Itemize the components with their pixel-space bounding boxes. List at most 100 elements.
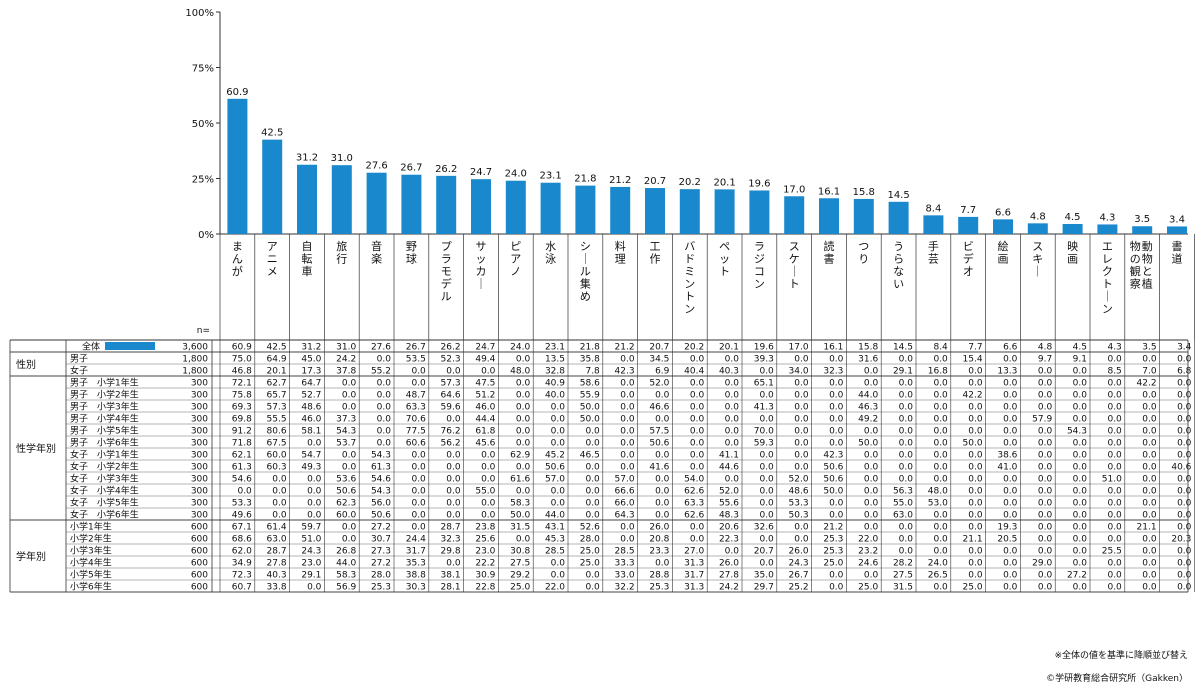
table-cell: 0.0	[1142, 487, 1157, 497]
table-cell: 0.0	[690, 427, 705, 437]
bar	[401, 174, 422, 234]
bar	[853, 198, 874, 234]
table-cell: 0.0	[1073, 559, 1088, 569]
category-label: 自転車	[302, 240, 313, 278]
table-cell: 40.9	[545, 379, 565, 389]
table-cell: 14.5	[893, 343, 913, 353]
table-cell: 0.0	[690, 391, 705, 401]
table-cell: 8.4	[933, 343, 948, 353]
bar	[1167, 226, 1187, 234]
table-cell: 53.6	[336, 475, 356, 485]
table-cell: 0.0	[864, 571, 879, 581]
table-cell: 0.0	[690, 439, 705, 449]
table-cell: 0.0	[759, 451, 774, 461]
table-cell: 0.0	[864, 379, 879, 389]
table-cell: 0.0	[1038, 475, 1053, 485]
table-cell: 0.0	[1107, 523, 1122, 533]
table-cell: 41.3	[754, 403, 774, 413]
table-cell: 0.0	[1003, 487, 1018, 497]
table-cell: 71.8	[232, 439, 252, 449]
table-cell: 41.1	[719, 451, 739, 461]
table-cell: 0.0	[655, 499, 670, 509]
table-cell: 20.5	[997, 535, 1017, 545]
table-cell: 50.3	[789, 511, 809, 521]
table-cell: 4.5	[1073, 343, 1087, 353]
table-cell: 0.0	[933, 415, 948, 425]
table-cell: 67.1	[232, 523, 252, 533]
table-cell: 0.0	[620, 379, 635, 389]
table-cell: 0.0	[551, 559, 566, 569]
table-cell: 28.7	[441, 523, 461, 533]
table-cell: 26.0	[789, 547, 809, 557]
table-cell: 31.3	[684, 559, 704, 569]
table-cell: 45.3	[545, 535, 565, 545]
table-cell: 20.1	[267, 367, 287, 377]
table-cell: 0.0	[481, 451, 496, 461]
table-cell: 66.0	[615, 499, 635, 509]
table-cell: 0.0	[933, 391, 948, 401]
table-cell: 0.0	[1107, 415, 1122, 425]
table-cell: 50.6	[371, 511, 391, 521]
bar	[297, 164, 317, 234]
table-cell: 34.0	[789, 367, 809, 377]
row-label: 女子 小学5年生	[70, 497, 139, 509]
bar	[749, 190, 770, 234]
table-cell: 75.8	[232, 391, 252, 401]
table-cell: 0.0	[1107, 571, 1122, 581]
row-label: 男子 小学4年生	[70, 413, 139, 425]
row-label: 全体	[82, 341, 100, 353]
table-cell: 0.0	[551, 571, 566, 581]
table-cell: 0.0	[1038, 571, 1053, 581]
table-cell: 37.8	[336, 367, 356, 377]
table-cell: 0.0	[1038, 523, 1053, 533]
table-cell: 44.0	[858, 391, 878, 401]
table-cell: 0.0	[725, 439, 740, 449]
table-cell: 0.0	[1073, 403, 1088, 413]
table-cell: 0.0	[690, 379, 705, 389]
bar	[227, 98, 248, 234]
table-cell: 29.1	[893, 367, 913, 377]
table-cell: 31.5	[510, 523, 530, 533]
table-cell: 0.0	[899, 535, 914, 545]
table-cell: 53.3	[232, 499, 252, 509]
table-cell: 0.0	[1073, 535, 1088, 545]
table-cell: 57.3	[441, 379, 461, 389]
table-cell: 0.0	[968, 403, 983, 413]
row-label: 女子 小学4年生	[70, 485, 139, 497]
category-label: アニメ	[267, 240, 278, 278]
bar	[505, 180, 526, 234]
row-n: 300	[191, 463, 208, 473]
row-label: 男子 小学2年生	[70, 389, 139, 401]
table-cell: 33.0	[615, 571, 635, 581]
category-label: スケ｜ト	[789, 240, 800, 291]
table-cell: 24.7	[475, 343, 495, 353]
table-cell: 0.0	[655, 559, 670, 569]
table-cell: 46.5	[580, 451, 600, 461]
table-cell: 0.0	[481, 367, 496, 377]
table-cell: 51.2	[475, 391, 495, 401]
table-cell: 0.0	[1038, 535, 1053, 545]
table-cell: 0.0	[585, 511, 600, 521]
table-cell: 3.4	[1177, 343, 1192, 353]
row-label: 小学5年生	[70, 569, 112, 581]
table-cell: 0.0	[446, 487, 461, 497]
table-cell: 0.0	[1038, 439, 1053, 449]
table-cell: 0.0	[377, 391, 392, 401]
table-cell: 42.3	[615, 367, 635, 377]
table-cell: 0.0	[655, 391, 670, 401]
table-cell: 54.7	[301, 451, 321, 461]
table-cell: 20.7	[754, 547, 774, 557]
table-cell: 23.1	[545, 343, 565, 353]
table-cell: 60.9	[232, 343, 252, 353]
table-cell: 61.4	[267, 523, 287, 533]
table-cell: 0.0	[307, 487, 322, 497]
table-cell: 31.3	[684, 583, 704, 593]
footnote: ※全体の値を基準に降順並び替え	[1054, 649, 1188, 661]
table-cell: 0.0	[1142, 415, 1157, 425]
row-n: 300	[191, 511, 208, 521]
table-cell: 0.0	[307, 583, 322, 593]
table-cell: 62.3	[336, 499, 356, 509]
category-label: ペット	[719, 240, 730, 278]
table-cell: 32.3	[823, 367, 843, 377]
table-cell: 0.0	[899, 415, 914, 425]
